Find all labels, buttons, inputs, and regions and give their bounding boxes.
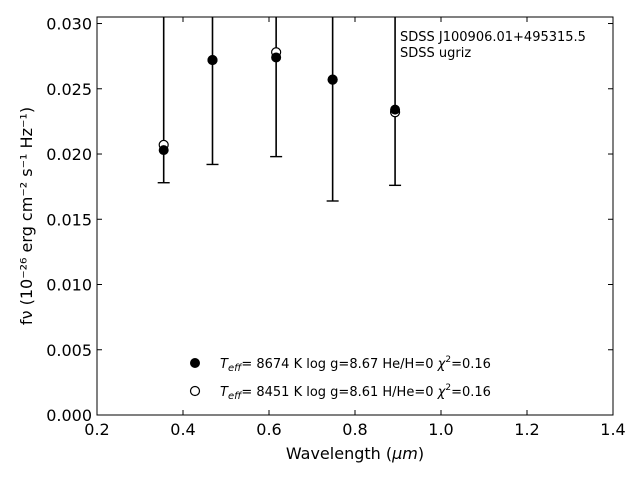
- x-tick-label: 1.0: [428, 420, 453, 439]
- model-point-filled: [327, 74, 338, 85]
- legend-label-he-h: Teff= 8674 K log g=8.67 He/H=0 χ2=0.16: [220, 355, 491, 374]
- y-tick-label: 0.005: [46, 341, 92, 360]
- legend-entry-h-he: Teff= 8451 K log g=8.61 H/He=0 χ2=0.16: [189, 383, 491, 402]
- x-tick-label: 1.4: [600, 420, 625, 439]
- y-axis-ticks: 0.000 0.005 0.010 0.015 0.020 0.025 0.030: [46, 15, 613, 425]
- annotation-object-name: SDSS J100906.01+495315.5: [400, 30, 586, 45]
- x-tick-label: 0.4: [170, 420, 195, 439]
- y-tick-label: 0.020: [46, 145, 92, 164]
- x-axis-ticks: 0.2 0.4 0.6 0.8 1.0 1.2 1.4: [84, 17, 626, 439]
- y-tick-label: 0.010: [46, 276, 92, 295]
- x-tick-label: 1.2: [514, 420, 539, 439]
- y-axis-label: fν (10⁻²⁶ erg cm⁻² s⁻¹ Hz⁻¹): [17, 107, 36, 325]
- x-tick-label: 0.8: [342, 420, 367, 439]
- model-point-filled: [271, 52, 282, 63]
- plot-area: [157, 17, 402, 202]
- model-point-filled: [207, 55, 218, 66]
- model-point-filled: [158, 145, 169, 156]
- legend-entry-he-h: Teff= 8674 K log g=8.67 He/H=0 χ2=0.16: [190, 355, 491, 374]
- legend-marker-filled: [190, 358, 200, 368]
- legend-marker-open: [189, 385, 201, 397]
- y-tick-label: 0.030: [46, 15, 92, 34]
- legend-label-h-he: Teff= 8451 K log g=8.61 H/He=0 χ2=0.16: [220, 383, 491, 402]
- y-tick-label: 0.000: [46, 406, 92, 425]
- x-axis-label: Wavelength (μm): [286, 444, 424, 463]
- y-tick-label: 0.025: [46, 80, 92, 99]
- legend: Teff= 8674 K log g=8.67 He/H=0 χ2=0.16 T…: [189, 355, 491, 402]
- model-point-filled: [390, 104, 401, 115]
- y-tick-label: 0.015: [46, 210, 92, 229]
- x-tick-label: 0.6: [256, 420, 281, 439]
- annotation-photometry: SDSS ugriz: [400, 46, 471, 61]
- annotation: SDSS J100906.01+495315.5 SDSS ugriz: [400, 30, 586, 61]
- x-tick-label: 0.2: [84, 420, 109, 439]
